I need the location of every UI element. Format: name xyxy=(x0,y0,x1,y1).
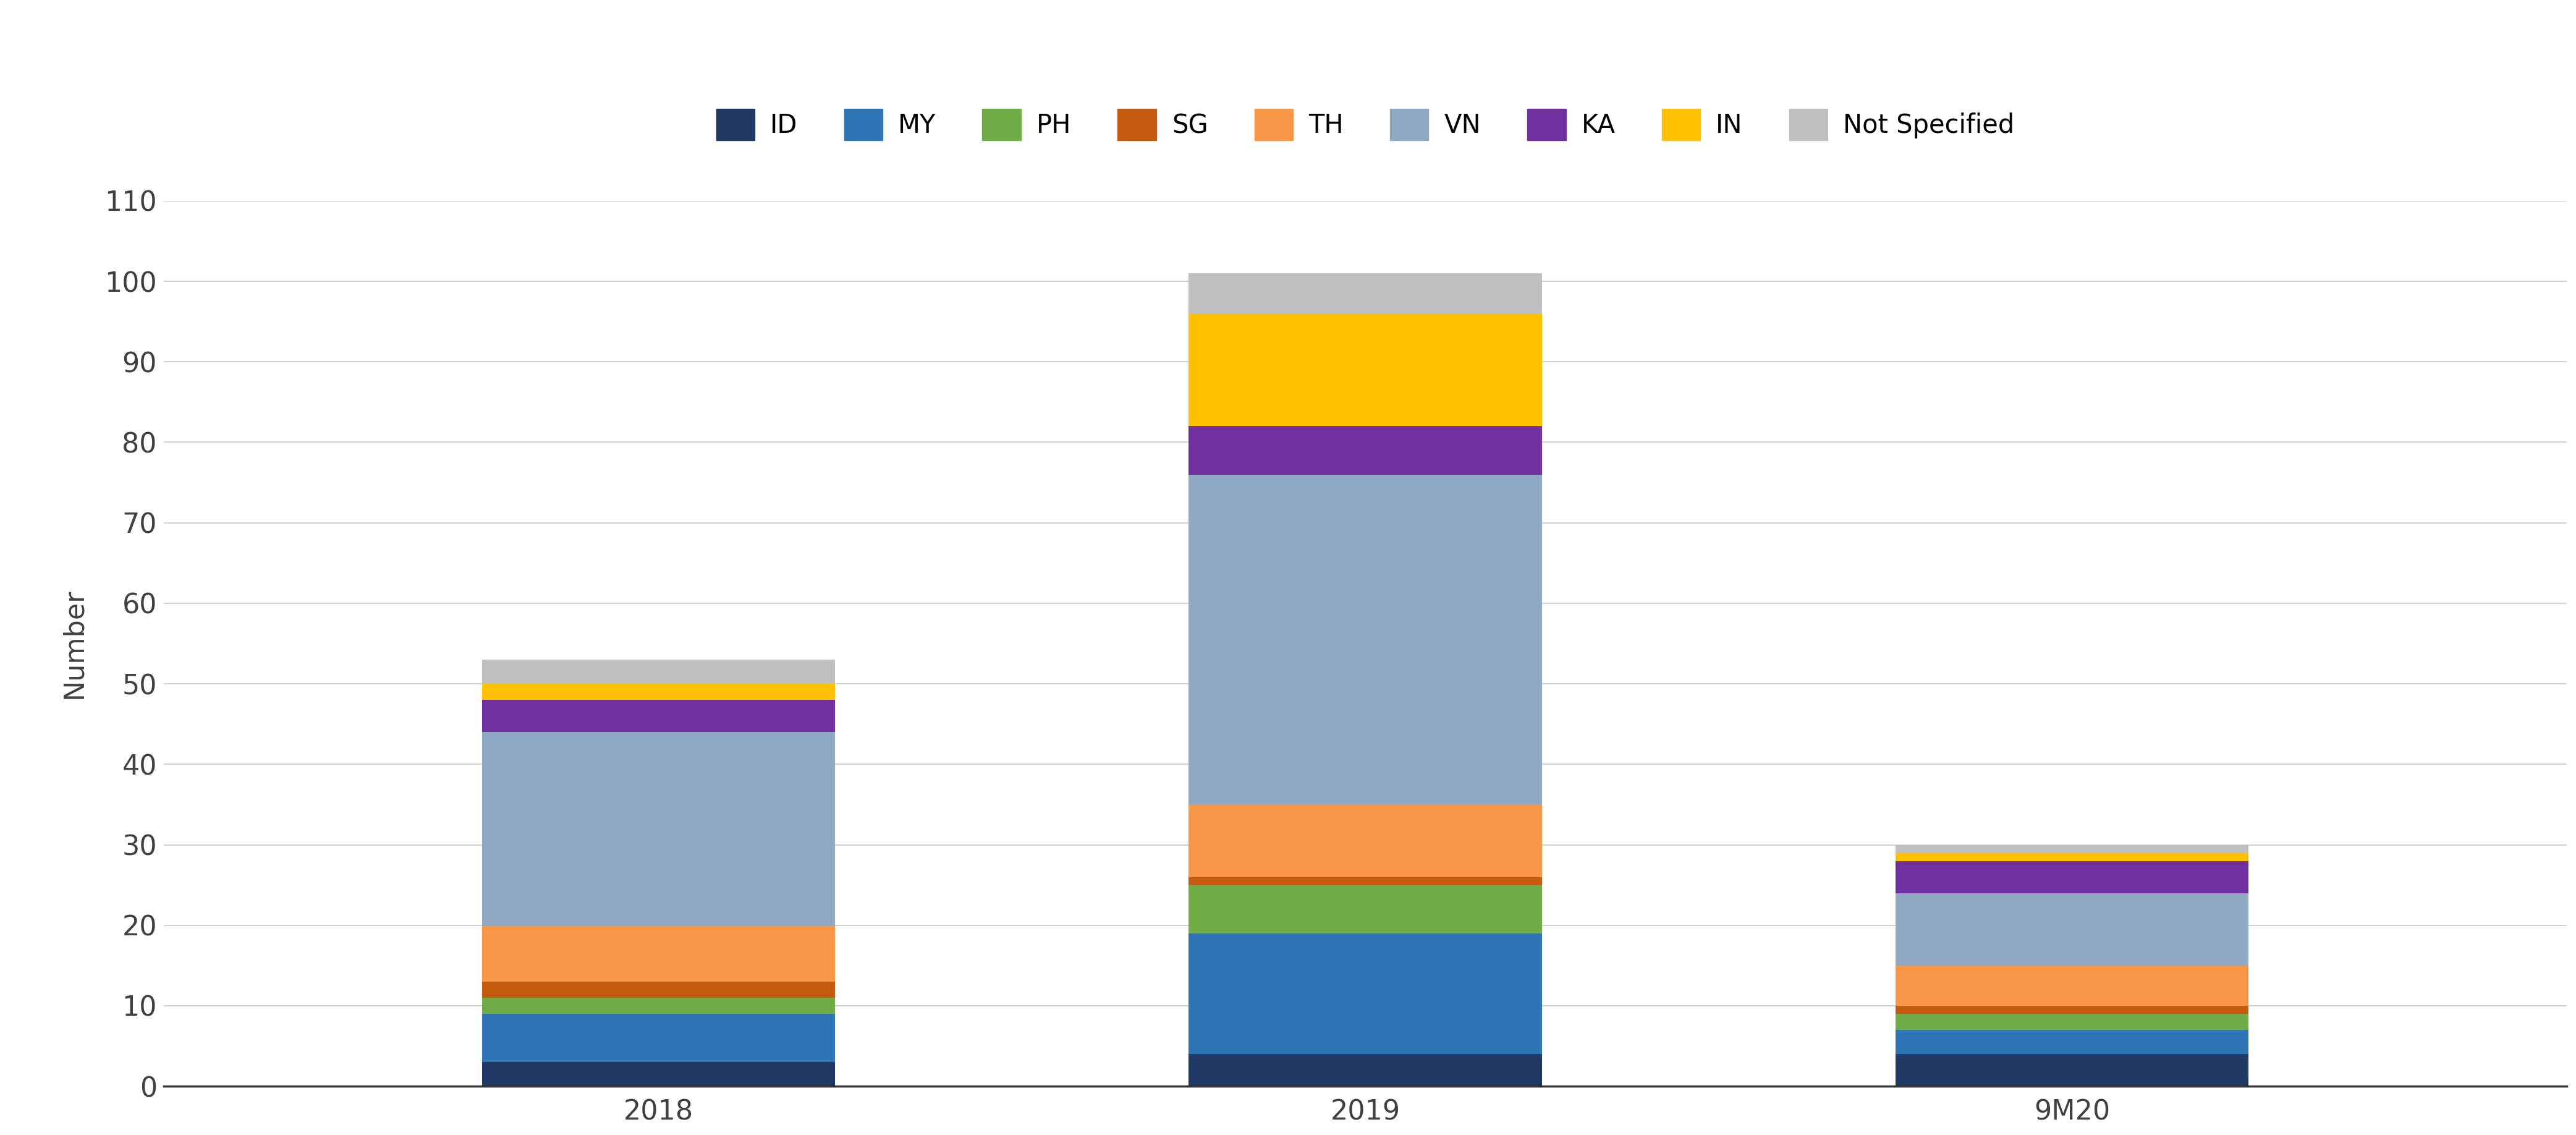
Bar xyxy=(482,998,835,1014)
Bar xyxy=(1896,1029,2249,1054)
Bar xyxy=(1188,474,1543,805)
Bar xyxy=(482,925,835,982)
Bar xyxy=(1896,844,2249,852)
Bar xyxy=(1188,877,1543,885)
Y-axis label: Number: Number xyxy=(62,588,88,699)
Bar xyxy=(1896,860,2249,893)
Bar xyxy=(482,1062,835,1086)
Bar xyxy=(1188,427,1543,474)
Bar xyxy=(482,1014,835,1062)
Bar xyxy=(1188,805,1543,877)
Bar xyxy=(1896,1054,2249,1086)
Bar xyxy=(1188,274,1543,313)
Bar xyxy=(482,732,835,925)
Bar xyxy=(1896,1006,2249,1014)
Bar xyxy=(1188,1054,1543,1086)
Bar xyxy=(482,700,835,732)
Bar xyxy=(482,982,835,998)
Bar xyxy=(1188,313,1543,427)
Bar xyxy=(1896,1014,2249,1029)
Bar xyxy=(1896,966,2249,1006)
Bar xyxy=(482,659,835,683)
Bar xyxy=(1896,852,2249,860)
Bar xyxy=(1188,885,1543,933)
Bar xyxy=(1188,933,1543,1054)
Bar xyxy=(1896,893,2249,966)
Legend: ID, MY, PH, SG, TH, VN, KA, IN, Not Specified: ID, MY, PH, SG, TH, VN, KA, IN, Not Spec… xyxy=(706,99,2025,151)
Bar xyxy=(482,683,835,700)
